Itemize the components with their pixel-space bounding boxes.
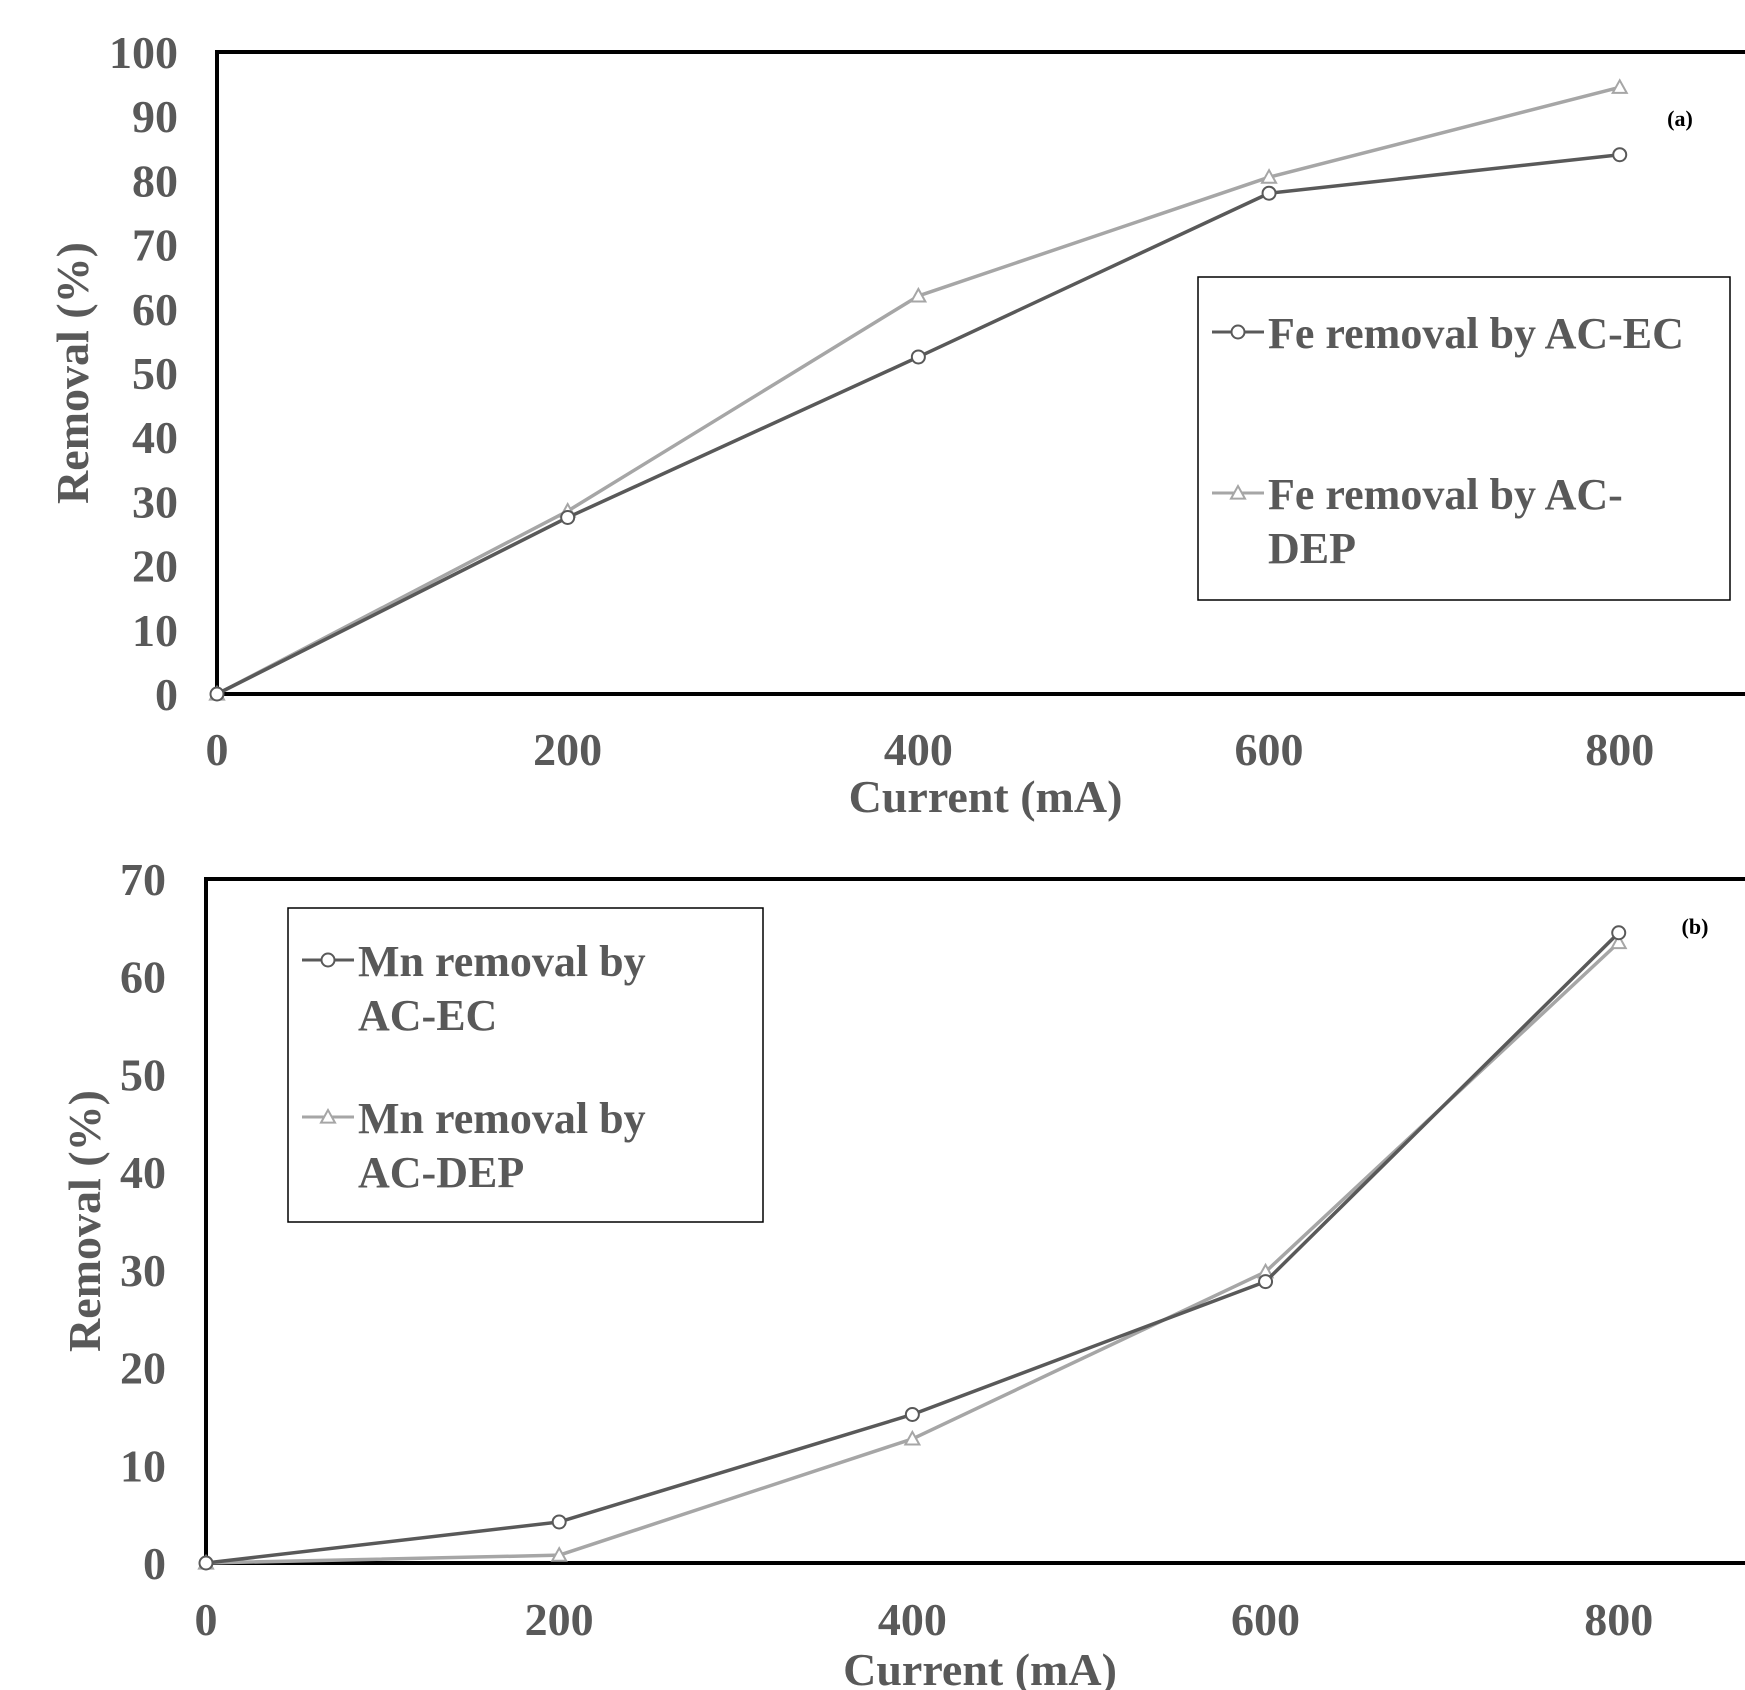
- x-tick-label: 600: [1231, 1594, 1300, 1645]
- y-tick-label: 30: [132, 476, 178, 527]
- plot-frame: [204, 877, 1745, 1565]
- legend-entry-1: Mn removal by AC-EC: [302, 937, 646, 1040]
- y-tick-label: 80: [132, 155, 178, 206]
- chart-panel-b: 0 10 20 30 40 50 60 70 0 200 400 600 800 Current (mA)…: [59, 854, 1745, 1690]
- y-tick-label: 50: [120, 1049, 166, 1100]
- legend-swatch-marker: [1230, 324, 1246, 340]
- data-point: [1258, 1274, 1274, 1290]
- x-tick-label: 600: [1235, 724, 1304, 775]
- y-tick-label: 30: [120, 1245, 166, 1296]
- legend-entry-1: Fe removal by AC-EC: [1212, 309, 1684, 358]
- data-point: [209, 686, 225, 702]
- y-tick-label: 0: [155, 669, 178, 720]
- x-tick-label: 200: [533, 724, 602, 775]
- x-tick-label: 800: [1585, 724, 1654, 775]
- x-tick-label: 800: [1584, 1594, 1653, 1645]
- series-1: [198, 925, 1627, 1571]
- legend-label: DEP: [1268, 524, 1356, 573]
- data-point: [910, 349, 926, 365]
- y-tick-label: 0: [143, 1538, 166, 1589]
- plot-frame: [215, 50, 1745, 696]
- legend: Fe removal by AC-EC Fe removal by AC- DEP: [1197, 276, 1731, 601]
- y-tick-label: 10: [132, 605, 178, 656]
- data-point: [551, 1514, 567, 1530]
- x-tick-label: 200: [525, 1594, 594, 1645]
- data-point: [1611, 925, 1627, 941]
- data-point: [1610, 933, 1628, 950]
- legend-swatch-marker: [319, 1107, 337, 1124]
- legend-entry-2: Mn removal by AC-DEP: [302, 1094, 646, 1197]
- legend-entry-2: Fe removal by AC- DEP: [1212, 470, 1623, 573]
- legend: Mn removal by AC-EC Mn removal by AC-DEP: [287, 907, 764, 1223]
- x-tick-label: 400: [878, 1594, 947, 1645]
- chart-panel-a: 0 10 20 30 40 50 60 70 80 90 100 0 200 400 600 800 Curre…: [47, 27, 1745, 822]
- legend-label: Mn removal by: [358, 1094, 646, 1143]
- y-tick-label: 10: [120, 1440, 166, 1491]
- legend-box: [1197, 276, 1731, 601]
- y-axis-label: Removal (%): [59, 1090, 110, 1352]
- data-point: [904, 1406, 920, 1422]
- legend-box: [287, 907, 764, 1223]
- y-tick-label: 70: [132, 220, 178, 271]
- y-axis-label: Removal (%): [47, 242, 98, 504]
- y-tick-label: 40: [120, 1147, 166, 1198]
- legend-label: AC-DEP: [358, 1148, 524, 1197]
- data-point: [198, 1555, 214, 1571]
- data-point: [560, 509, 576, 525]
- legend-label: AC-EC: [358, 991, 497, 1040]
- legend-label: Fe removal by AC-: [1268, 470, 1623, 519]
- y-tick-label: 90: [132, 91, 178, 142]
- y-tick-label: 40: [132, 412, 178, 463]
- legend-swatch-marker: [320, 952, 336, 968]
- y-tick-label: 60: [132, 284, 178, 335]
- panel-label: (a): [1667, 106, 1693, 131]
- y-tick-label: 70: [120, 854, 166, 905]
- y-tick-label: 50: [132, 348, 178, 399]
- panel-label: (b): [1682, 914, 1709, 939]
- legend-label: Fe removal by AC-EC: [1268, 309, 1684, 358]
- data-point: [1611, 78, 1629, 94]
- x-axis-label: Current (mA): [843, 1644, 1117, 1690]
- data-point: [909, 286, 928, 303]
- y-tick-label: 20: [132, 541, 178, 592]
- x-tick-label: 400: [884, 724, 953, 775]
- data-point: [1261, 185, 1277, 201]
- y-tick-label: 100: [109, 27, 178, 78]
- data-point: [1260, 168, 1278, 184]
- y-tick-label: 20: [120, 1343, 166, 1394]
- legend-label: Mn removal by: [358, 937, 646, 986]
- y-tick-label: 60: [120, 952, 166, 1003]
- data-point: [903, 1429, 922, 1446]
- x-tick-label: 0: [206, 724, 229, 775]
- data-point: [550, 1546, 568, 1562]
- series-1: [209, 147, 1628, 702]
- x-tick-label: 0: [195, 1594, 218, 1645]
- legend-swatch-marker: [1229, 483, 1247, 500]
- x-axis-label: Current (mA): [849, 771, 1123, 822]
- data-point: [1612, 147, 1628, 163]
